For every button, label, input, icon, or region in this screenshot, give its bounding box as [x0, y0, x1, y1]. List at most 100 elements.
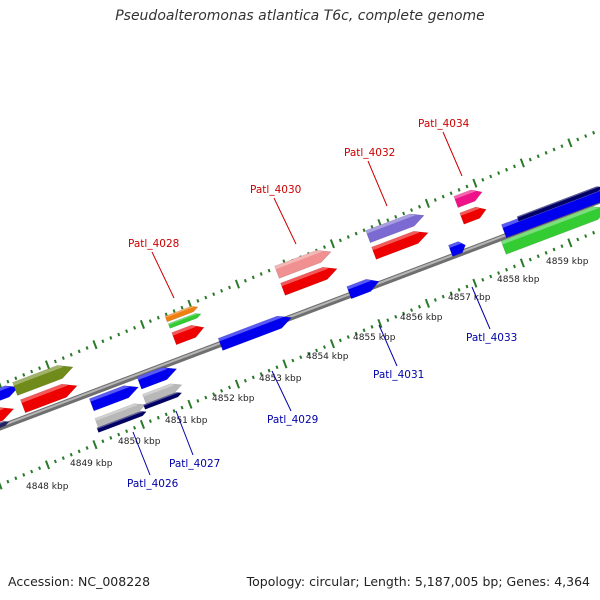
lower-label-leader: [471, 286, 491, 330]
gene-arrow-shine: [371, 231, 420, 251]
gene-arrow-shine: [136, 367, 169, 381]
major-tick: [567, 238, 573, 248]
upper-label-leader: [151, 251, 175, 299]
gene-arrow: [365, 213, 425, 244]
minor-tick: [346, 335, 350, 339]
minor-tick: [101, 339, 105, 344]
minor-tick: [505, 267, 509, 272]
gene-arrow-body: [96, 410, 147, 433]
minor-tick: [370, 225, 374, 229]
minor-tick: [394, 314, 398, 319]
gene-arrow-body: [217, 315, 293, 351]
accession-text: Accession: NC_008228: [8, 574, 151, 589]
gene-arrow: [459, 206, 487, 225]
gene-arrow-body: [94, 403, 146, 429]
minor-tick: [386, 318, 390, 323]
minor-tick: [592, 230, 596, 235]
minor-tick: [6, 479, 10, 484]
gene-arrow-body: [274, 249, 332, 279]
major-tick: [234, 379, 240, 389]
lower-label-leader: [378, 324, 398, 367]
gene-arrow: [94, 403, 146, 429]
minor-tick: [410, 208, 414, 212]
minor-tick: [61, 356, 65, 360]
minor-tick: [417, 304, 421, 309]
gene-arrow: [143, 392, 183, 410]
gene-arrow-body: [88, 385, 140, 412]
upper-gene-label: Patl_4028: [128, 238, 179, 250]
minor-tick: [354, 331, 358, 336]
gene-arrow-shine: [96, 411, 144, 430]
major-tick: [282, 359, 288, 369]
minor-tick: [560, 144, 564, 149]
minor-tick: [22, 473, 26, 477]
gene-arrow-shine: [365, 213, 416, 234]
major-tick: [0, 482, 3, 490]
major-tick: [472, 278, 478, 288]
minor-tick: [323, 345, 327, 349]
minor-tick: [402, 211, 406, 216]
gene-arrow-body: [371, 230, 429, 260]
minor-tick: [528, 157, 532, 162]
minor-tick: [77, 349, 81, 354]
minor-tick: [433, 198, 437, 202]
gene-arrow: [453, 189, 483, 208]
gene-arrow: [136, 367, 178, 390]
major-tick: [187, 399, 193, 409]
feature-arrows: [0, 186, 600, 436]
minor-tick: [584, 234, 588, 238]
gene-arrow-body: [143, 392, 183, 410]
upper-label-leader: [367, 160, 388, 207]
gene-arrow: [20, 383, 78, 414]
gene-arrow-body: [164, 305, 199, 323]
minor-tick: [125, 329, 129, 334]
gene-arrow-body: [0, 385, 20, 411]
minor-tick: [552, 247, 556, 252]
minor-tick: [22, 373, 26, 377]
minor-tick: [441, 294, 445, 299]
gene-arrow: [0, 420, 10, 436]
minor-tick: [386, 218, 390, 223]
gene-arrow-body: [167, 313, 202, 329]
gene-arrow-shine: [20, 384, 69, 403]
gene-arrow-shine: [448, 241, 462, 249]
kbp-label: 4849 kbp: [70, 459, 113, 469]
minor-tick: [204, 295, 208, 300]
minor-tick: [536, 254, 540, 259]
lower-gene-label: Patl_4031: [373, 369, 424, 381]
minor-tick: [417, 204, 421, 209]
minor-tick: [497, 271, 501, 275]
minor-tick: [53, 459, 57, 464]
minor-tick: [505, 167, 509, 172]
major-tick: [44, 460, 51, 470]
major-tick: [519, 158, 525, 168]
upper-label-leader: [273, 197, 297, 245]
minor-tick: [6, 379, 10, 384]
kbp-scale-labels: 4848 kbp 4849 kbp 4850 kbp 4851 kbp 4852 kbp…: [26, 257, 589, 492]
minor-tick: [449, 191, 453, 196]
minor-tick: [117, 332, 121, 337]
minor-tick: [220, 388, 224, 393]
gene-arrow: [96, 410, 147, 433]
gene-arrow: [516, 186, 600, 222]
gene-arrow-body: [136, 367, 178, 390]
gene-arrow: [12, 365, 74, 396]
lower-gene-label: Patl_4033: [466, 332, 517, 344]
minor-tick: [109, 336, 113, 340]
minor-tick: [489, 174, 493, 179]
gene-arrow-shine: [280, 267, 329, 287]
gene-arrow-shine: [143, 392, 179, 406]
minor-tick: [410, 308, 414, 312]
minor-tick: [465, 284, 469, 289]
minor-tick: [228, 285, 232, 290]
gene-arrow-shine: [171, 325, 197, 336]
lower-gene-labels: Patl_4026 Patl_4027 Patl_4029 Patl_4031 Patl…: [127, 286, 517, 490]
minor-tick: [259, 372, 263, 376]
minor-tick: [489, 274, 493, 279]
minor-tick: [552, 147, 556, 152]
gene-arrow: [500, 206, 600, 255]
minor-tick: [69, 352, 73, 357]
kbp-label: 4848 kbp: [26, 482, 69, 492]
